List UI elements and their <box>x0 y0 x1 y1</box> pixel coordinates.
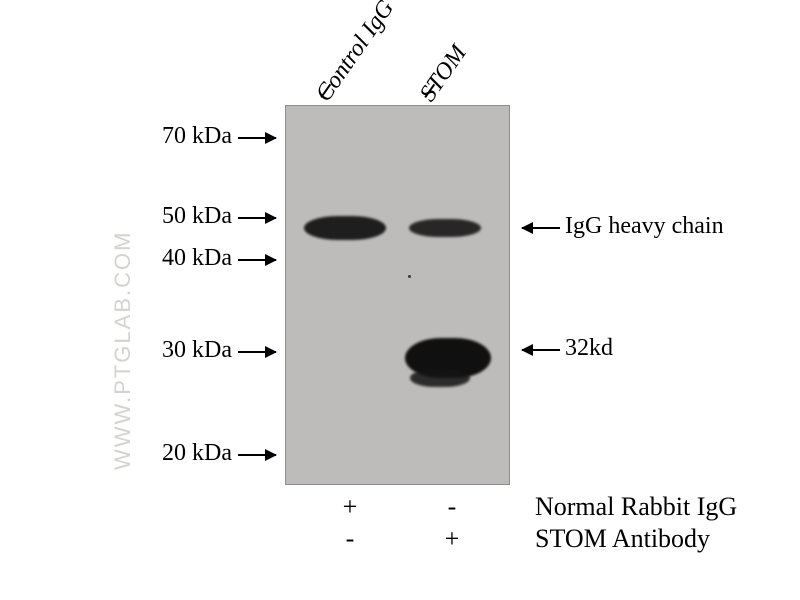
condition-cell: - <box>432 492 472 522</box>
band <box>409 219 481 237</box>
condition-label: STOM Antibody <box>535 524 710 554</box>
condition-cell: + <box>432 524 472 554</box>
mw-label: 50 kDa <box>112 203 232 230</box>
lane-label: Control IgG <box>311 0 400 107</box>
band <box>410 369 470 387</box>
blot-speck <box>408 275 411 278</box>
condition-cell: - <box>330 524 370 554</box>
blot-figure: WWW.PTGLAB.COM Control IgGSTOM 70 kDa50 … <box>0 0 800 600</box>
condition-label: Normal Rabbit IgG <box>535 492 737 522</box>
mw-label: 70 kDa <box>112 123 232 150</box>
arrow-left-icon <box>522 227 560 229</box>
arrow-left-icon <box>522 349 560 351</box>
lane-label: STOM <box>415 40 473 106</box>
blot-background <box>285 105 510 485</box>
right-annotation-label: 32kd <box>565 335 613 362</box>
arrow-right-icon <box>238 217 276 219</box>
band <box>304 216 386 240</box>
right-annotation-label: IgG heavy chain <box>565 213 724 240</box>
arrow-right-icon <box>238 351 276 353</box>
blot-image <box>285 105 510 485</box>
arrow-right-icon <box>238 137 276 139</box>
condition-cell: + <box>330 492 370 522</box>
mw-label: 20 kDa <box>112 440 232 467</box>
mw-label: 40 kDa <box>112 245 232 272</box>
arrow-right-icon <box>238 454 276 456</box>
arrow-right-icon <box>238 259 276 261</box>
mw-label: 30 kDa <box>112 337 232 364</box>
